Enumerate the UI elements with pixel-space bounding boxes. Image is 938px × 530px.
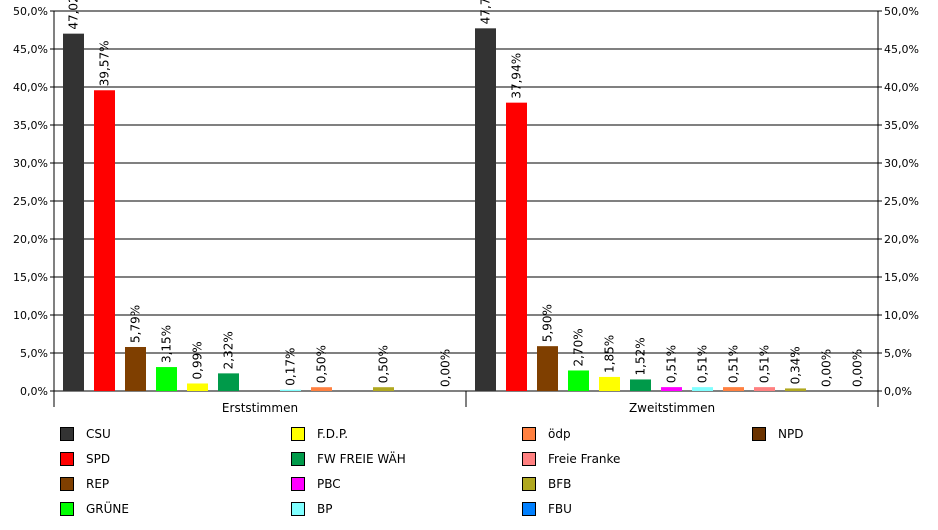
bar-value-label: 0,34% xyxy=(789,346,803,384)
y-tick-label-left: 30,0% xyxy=(13,157,48,170)
bar-rep xyxy=(537,346,558,391)
bar-value-label: 0,51% xyxy=(696,345,710,383)
bar-ödp xyxy=(723,387,744,391)
y-tick-label-right: 40,0% xyxy=(884,81,919,94)
bar-pbc xyxy=(661,387,682,391)
y-tick-label-right: 35,0% xyxy=(884,119,919,132)
bar-value-label: 1,52% xyxy=(634,337,648,375)
y-tick-label-right: 20,0% xyxy=(884,233,919,246)
bar-value-label: 0,51% xyxy=(665,345,679,383)
y-tick-label-right: 30,0% xyxy=(884,157,919,170)
y-tick-label-left: 25,0% xyxy=(13,195,48,208)
bar-value-label: 3,15% xyxy=(160,325,174,363)
y-tick-label-right: 10,0% xyxy=(884,309,919,322)
y-tick-label-left: 50,0% xyxy=(13,5,48,18)
bar-value-label: 47,72% xyxy=(479,0,493,24)
bar-value-label: 0,50% xyxy=(315,345,329,383)
bar-fw-freie-wäh xyxy=(630,379,651,391)
y-tick-label-right: 15,0% xyxy=(884,271,919,284)
bar-grüne xyxy=(568,370,589,391)
y-tick-label-left: 45,0% xyxy=(13,43,48,56)
y-tick-label-left: 40,0% xyxy=(13,81,48,94)
bar-value-label: 0,51% xyxy=(758,345,772,383)
bar-bfb xyxy=(373,387,394,391)
y-tick-label-left: 0,0% xyxy=(20,385,48,398)
bar-value-label: 5,79% xyxy=(129,305,143,343)
bar-value-label: 5,90% xyxy=(541,304,555,342)
y-tick-label-right: 5,0% xyxy=(884,347,912,360)
y-tick-label-right: 0,0% xyxy=(884,385,912,398)
bar-csu xyxy=(475,28,496,391)
y-tick-label-left: 15,0% xyxy=(13,271,48,284)
y-tick-label-right: 25,0% xyxy=(884,195,919,208)
bar-rep xyxy=(125,346,146,391)
bar-bp xyxy=(280,389,301,391)
y-tick-label-left: 5,0% xyxy=(20,347,48,360)
bar-bp xyxy=(692,387,713,391)
bar-value-label: 39,57% xyxy=(98,41,112,87)
bar-value-label: 2,32% xyxy=(222,331,236,369)
x-category-label: Erststimmen xyxy=(222,401,298,415)
y-tick-label-right: 50,0% xyxy=(884,5,919,18)
bar-value-label: 2,70% xyxy=(572,328,586,366)
bar-csu xyxy=(63,33,84,391)
y-tick-label-left: 10,0% xyxy=(13,309,48,322)
bar-value-label: 0,00% xyxy=(851,349,865,387)
bar-value-label: 0,99% xyxy=(191,341,205,379)
bar-spd xyxy=(506,102,527,391)
bar-value-label: 0,00% xyxy=(820,349,834,387)
y-tick-label-left: 35,0% xyxy=(13,119,48,132)
bar-bfb xyxy=(785,388,806,391)
bar-value-label: 37,94% xyxy=(510,53,524,99)
bar-value-label: 0,50% xyxy=(377,345,391,383)
bar-value-label: 1,85% xyxy=(603,335,617,373)
bar-grüne xyxy=(156,367,177,391)
bar-value-label: 0,17% xyxy=(284,348,298,386)
bar-value-label: 0,00% xyxy=(439,349,453,387)
bar-f-d-p- xyxy=(187,383,208,391)
bar-freie-franke xyxy=(754,387,775,391)
bar-spd xyxy=(94,90,115,391)
bar-ödp xyxy=(311,387,332,391)
bar-f-d-p- xyxy=(599,376,620,391)
bar-fw-freie-wäh xyxy=(218,373,239,391)
y-tick-label-left: 20,0% xyxy=(13,233,48,246)
bar-value-label: 47,02% xyxy=(67,0,81,30)
y-tick-label-right: 45,0% xyxy=(884,43,919,56)
x-category-label: Zweitstimmen xyxy=(629,401,715,415)
bar-value-label: 0,51% xyxy=(727,345,741,383)
